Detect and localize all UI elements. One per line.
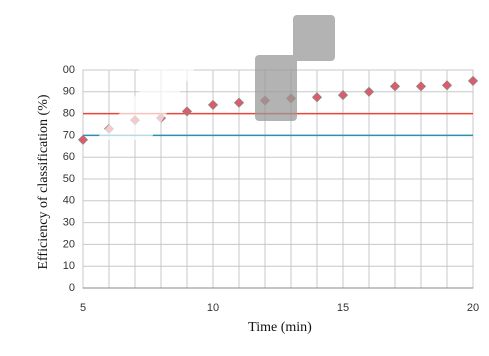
watermark-stroke bbox=[60, 0, 200, 140]
data-point bbox=[389, 81, 401, 92]
y-tick-label: 10 bbox=[63, 260, 75, 272]
y-axis-title: Efficiency of classification (%) bbox=[36, 94, 51, 269]
data-point bbox=[415, 81, 427, 92]
watermark-square bbox=[255, 55, 297, 121]
y-tick-label: 00 bbox=[63, 64, 75, 76]
y-tick-label: 40 bbox=[63, 195, 75, 207]
watermark bbox=[60, 0, 335, 140]
data-point bbox=[363, 86, 375, 97]
y-tick-label: 90 bbox=[63, 86, 75, 98]
data-point bbox=[77, 134, 89, 145]
x-tick-label: 5 bbox=[80, 302, 86, 314]
data-point bbox=[337, 90, 349, 101]
data-point bbox=[207, 99, 219, 110]
y-tick-label: 30 bbox=[63, 217, 75, 229]
x-tick-label: 15 bbox=[337, 302, 349, 314]
y-tick-label: 20 bbox=[63, 238, 75, 250]
y-tick-label: 50 bbox=[63, 173, 75, 185]
x-axis-title: Time (min) bbox=[248, 320, 312, 335]
y-tick-label: 80 bbox=[63, 108, 75, 120]
watermark-square bbox=[293, 15, 335, 61]
data-point bbox=[181, 106, 193, 117]
x-tick-label: 10 bbox=[207, 302, 219, 314]
data-point bbox=[467, 75, 479, 86]
data-point bbox=[233, 97, 245, 108]
y-tick-label: 60 bbox=[63, 151, 75, 163]
y-tick-label: 0 bbox=[69, 282, 75, 294]
data-point bbox=[311, 92, 323, 103]
y-tick-label: 70 bbox=[63, 129, 75, 141]
x-tick-label: 20 bbox=[467, 302, 479, 314]
data-point bbox=[441, 80, 453, 91]
